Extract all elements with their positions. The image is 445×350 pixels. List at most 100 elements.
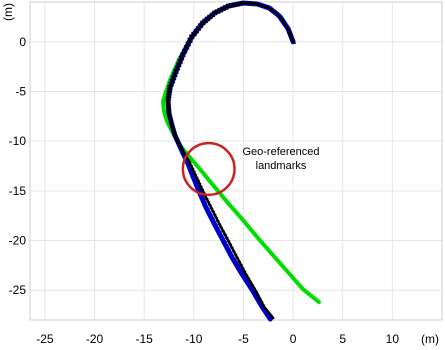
x-tick-label: 10	[386, 332, 400, 346]
series-hatch-mark	[266, 5, 273, 11]
series-hatch-mark	[173, 136, 180, 142]
series-hatch-mark	[185, 41, 192, 47]
series-hatch-mark	[268, 313, 275, 319]
annotation-line-1: Geo-referenced	[242, 146, 319, 158]
series-hatch-mark	[169, 124, 176, 130]
series-hatch-mark	[209, 12, 216, 18]
x-tick-label: 5	[339, 332, 346, 346]
series-hatch-mark	[248, 280, 255, 286]
series-hatch-mark	[190, 167, 196, 173]
series-hatch-mark	[187, 161, 194, 167]
series-hatch-mark	[207, 204, 214, 210]
series-hatch-mark	[172, 132, 178, 138]
series-hatch-mark	[169, 122, 175, 128]
series-hatch-mark	[222, 4, 229, 10]
series-hatch-mark	[177, 58, 183, 64]
landmark-circle	[181, 141, 236, 197]
series-hatch-mark	[235, 257, 242, 263]
series-hatch-mark	[180, 52, 186, 58]
series-hatch-mark	[183, 45, 190, 50]
series-hatch-mark	[187, 37, 193, 43]
series-hatch-mark	[166, 90, 173, 96]
series-hatch-mark	[191, 170, 198, 176]
series-hatch-mark	[174, 138, 181, 143]
series-hatch-mark	[214, 216, 220, 222]
series-hatch-mark	[246, 0, 252, 6]
series-hatch-mark	[170, 128, 177, 134]
series-hatch-mark	[264, 4, 270, 10]
series-hatch-mark	[168, 81, 175, 87]
series-hatch-mark	[231, 2, 238, 8]
x-tick-label: -5	[238, 332, 249, 346]
series-hatch-mark	[246, 277, 253, 283]
x-tick-label: -25	[36, 332, 54, 346]
series-hatch-mark	[165, 96, 172, 102]
series-hatch-mark	[179, 147, 185, 152]
series-hatch-mark	[209, 207, 216, 213]
series-hatch-mark	[171, 130, 178, 136]
series-hatch-mark	[288, 34, 294, 40]
series-layer	[161, 0, 321, 322]
series-hatch-mark	[181, 150, 187, 156]
series-hatch-mark	[237, 1, 244, 7]
series-hatch-mark	[165, 93, 172, 99]
series-hatch-mark	[211, 10, 218, 16]
series-hatch-mark	[180, 148, 186, 154]
series-hatch-mark	[191, 31, 197, 37]
series-hatch-mark	[283, 23, 290, 29]
series-hatch-mark	[167, 84, 173, 90]
series-hatch-mark	[195, 179, 202, 185]
series-hatch-mark	[197, 182, 203, 188]
series-hatch-mark	[177, 143, 183, 149]
series-hatch-mark	[171, 72, 178, 78]
series-hatch-mark	[199, 20, 206, 26]
y-tick-label: -5	[15, 84, 26, 98]
series-hatch-mark	[202, 18, 208, 24]
series-hatch-mark	[192, 173, 199, 179]
series-hatch-mark	[259, 3, 265, 9]
series-hatch-mark	[185, 158, 192, 164]
y-tick-label: -10	[9, 134, 27, 148]
series-hatch-mark	[175, 62, 182, 68]
x-axis-label: (m)	[421, 332, 439, 346]
series-hatch-mark	[261, 3, 268, 9]
x-tick-label: -20	[86, 332, 104, 346]
series-hatch-mark	[210, 210, 217, 216]
series-hatch-mark	[178, 55, 185, 61]
series-hatch-mark	[181, 48, 188, 54]
series-hatch-mark	[279, 18, 286, 24]
series-hatch-mark	[188, 164, 195, 170]
y-tick-label: -15	[9, 184, 27, 198]
y-tick-label: 0	[19, 35, 26, 49]
series-hatch-mark	[290, 39, 296, 45]
series-hatch-mark	[234, 1, 241, 7]
series-hatch-mark	[244, 274, 251, 280]
series-hatch-mark	[204, 197, 211, 203]
series-hatch-mark	[240, 267, 247, 273]
series-hatch-mark	[231, 250, 238, 256]
series-hatch-mark	[166, 110, 172, 116]
series-hatch-mark	[221, 230, 227, 236]
series-hatch-mark	[250, 284, 257, 290]
series-hatch-mark	[174, 65, 181, 71]
y-tick-label: -25	[9, 283, 27, 297]
grid	[30, 2, 442, 320]
x-tick-label: 0	[290, 332, 297, 346]
series-hatch-mark	[226, 240, 233, 246]
series-hatch-mark	[214, 9, 221, 15]
series-hatch-mark	[166, 113, 173, 119]
series-hatch-mark	[217, 7, 224, 13]
series-hatch-mark	[243, 0, 250, 6]
series-hatch-mark	[193, 28, 200, 34]
series-hatch-mark	[242, 270, 249, 276]
y-tick-label: -20	[9, 234, 27, 248]
annotation-layer: Geo-referenced landmarks	[181, 141, 320, 197]
series-hatch-mark	[198, 185, 205, 191]
series-hatch-mark	[168, 120, 175, 126]
series-hatch-mark	[238, 264, 245, 270]
series-hatch-mark	[281, 21, 288, 27]
series-hatch-mark	[220, 6, 226, 12]
series-hatch-mark	[170, 75, 177, 81]
series-hatch-mark	[287, 31, 293, 37]
